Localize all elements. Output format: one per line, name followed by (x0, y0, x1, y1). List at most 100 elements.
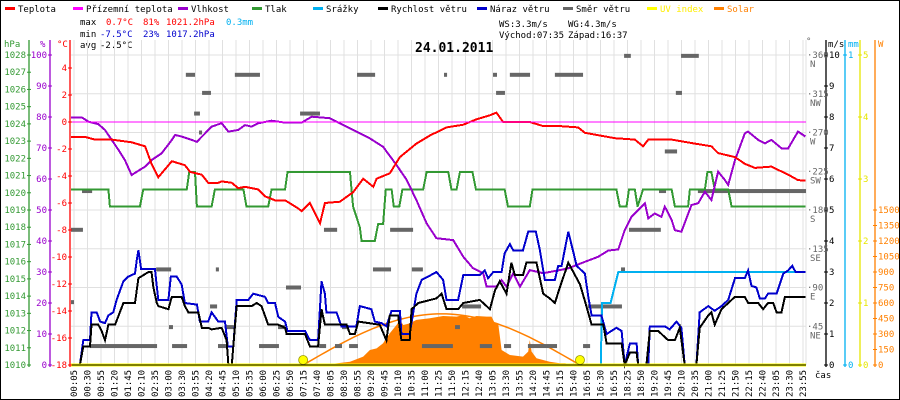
direction-compass-label: SW (810, 176, 821, 186)
solar-tick-label: 1200 (878, 237, 900, 247)
wind-direction-mark (697, 189, 806, 194)
x-tick-label: 08:30 (340, 370, 350, 397)
legend-label-3: Tlak (265, 5, 287, 15)
temperature-tick-label: 2 (62, 91, 67, 101)
pressure-tick-label: 1013 (4, 309, 26, 319)
humidity-tick-label: 10 (36, 330, 47, 340)
wind-direction-mark (234, 72, 260, 77)
legend-label-1: Přízemní teplota (86, 5, 173, 15)
solar-tick-label: 600 (878, 299, 894, 309)
x-tick-label: 20:10 (678, 370, 688, 397)
x-tick-label: 09:20 (367, 370, 377, 397)
series-line-temperature (71, 111, 806, 227)
stats-max-rain: 0.3mm (226, 18, 253, 28)
temperature-tick-label: -8 (56, 226, 67, 236)
x-tick-label: 10:10 (394, 370, 404, 397)
stats-avg-temp: -2.5°C (100, 41, 133, 51)
direction-compass-label: SE (810, 254, 821, 264)
x-tick-label: 12:15 (462, 370, 472, 397)
x-tick-label: 04:20 (205, 370, 215, 397)
uv-tick-label: 3 (863, 175, 868, 185)
wind-direction-mark (554, 72, 584, 77)
solar-tick-label: 0 (878, 361, 883, 371)
legend-swatch-6 (477, 7, 487, 10)
pressure-tick-label: 1025 (4, 103, 26, 113)
solar-theoretical-line (302, 313, 581, 366)
wind-direction-mark (479, 344, 493, 349)
x-tick-label: 14:45 (543, 370, 553, 397)
legend-swatch-0 (5, 7, 15, 10)
wind-direction-mark (664, 149, 678, 154)
legend-label-9: Solar (727, 5, 755, 15)
stats-min-hum: 23% (143, 30, 160, 40)
solar-axis-unit: W (878, 40, 884, 50)
solar-tick-label: 1350 (878, 222, 900, 232)
x-axis-label: čas (815, 370, 831, 381)
x-tick-label: 15:40 (570, 370, 580, 397)
x-tick-label: 19:45 (664, 370, 674, 397)
stats-max-temp: 0.7°C (106, 18, 133, 28)
temperature-tick-label: -2 (56, 145, 67, 155)
wind-direction-mark (628, 227, 661, 232)
temperature-tick-label: -6 (56, 199, 67, 209)
direction-tick-label: ·360 (807, 51, 829, 61)
x-tick-label: 06:00 (259, 370, 269, 397)
direction-compass-label: N (810, 60, 815, 70)
x-tick-label: 01:45 (124, 370, 134, 397)
wind-direction-mark (172, 344, 188, 349)
direction-tick-label: ·225 (807, 167, 829, 177)
wind-direction-mark (455, 325, 460, 330)
wind-direction-mark (71, 227, 83, 232)
solar-tick-label: 750 (878, 284, 894, 294)
solar-tick-label: 900 (878, 268, 894, 278)
x-tick-label: 21:25 (718, 370, 728, 397)
pressure-tick-label: 1028 (4, 51, 26, 61)
humidity-tick-label: 60 (36, 175, 47, 185)
pressure-tick-label: 1023 (4, 137, 26, 147)
legend-swatch-8 (647, 7, 657, 10)
x-tick-label: 23:55 (799, 370, 809, 397)
solar-tick-label: 150 (878, 346, 894, 356)
stats-wind-gust: WG:4.3m/s (568, 20, 617, 30)
legend-label-4: Srážky (326, 5, 359, 15)
solar-tick-label: 1050 (878, 253, 900, 263)
uv-tick-label: 4 (863, 113, 868, 123)
wind-direction-mark (659, 189, 667, 194)
solar-tick-label: 300 (878, 330, 894, 340)
x-tick-label: 04:45 (219, 370, 229, 397)
legend-swatch-2 (178, 7, 188, 10)
x-tick-label: 06:25 (273, 370, 283, 397)
pressure-tick-label: 1014 (4, 292, 26, 302)
wind-tick-label: 10 (829, 51, 840, 61)
direction-compass-label: NE (810, 331, 821, 341)
x-tick-label: 00:30 (84, 370, 94, 397)
temperature-axis-unit: °C (57, 40, 68, 50)
direction-tick-label: ·45 (807, 322, 823, 332)
pressure-tick-label: 1012 (4, 327, 26, 337)
humidity-tick-label: 70 (36, 144, 47, 154)
chart-title: 24.01.2011 (415, 41, 493, 56)
x-tick-label: 10:35 (408, 370, 418, 397)
legend-swatch-1 (73, 7, 83, 10)
wind-direction-mark (82, 189, 93, 194)
humidity-tick-label: 0 (42, 361, 47, 371)
stats-sunrise: Východ:07:35 (499, 31, 564, 41)
temperature-tick-label: -14 (51, 307, 67, 317)
x-tick-label: 02:35 (151, 370, 161, 397)
x-tick-label: 07:15 (300, 370, 310, 397)
wind-direction-mark (259, 344, 279, 349)
pressure-tick-label: 1021 (4, 172, 26, 182)
temperature-tick-label: -4 (56, 172, 67, 182)
pressure-tick-label: 1016 (4, 258, 26, 268)
temperature-tick-label: -10 (51, 253, 67, 263)
wind-direction-mark (527, 344, 558, 349)
legend-label-5: Rychlost větru (391, 5, 467, 15)
stats-min-temp: -7.5°C (100, 30, 133, 40)
uv-tick-label: 0 (863, 361, 868, 371)
legend-label-2: Vlhkost (191, 5, 229, 15)
wind-axis-unit: m/s (828, 40, 844, 50)
x-tick-label: 16:30 (597, 370, 607, 397)
wind-direction-mark (210, 304, 218, 309)
x-tick-label: 18:50 (637, 370, 647, 397)
wind-tick-label: 2 (829, 299, 834, 309)
